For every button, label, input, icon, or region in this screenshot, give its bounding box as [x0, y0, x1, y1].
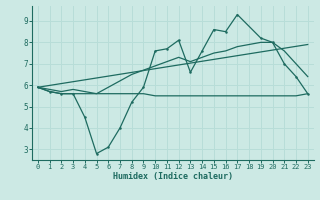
- X-axis label: Humidex (Indice chaleur): Humidex (Indice chaleur): [113, 172, 233, 181]
